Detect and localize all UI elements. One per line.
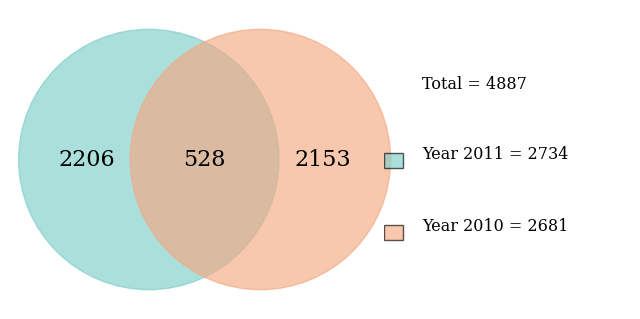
Text: 528: 528 — [183, 149, 226, 170]
Text: Year 2011 = 2734: Year 2011 = 2734 — [422, 146, 569, 163]
FancyBboxPatch shape — [384, 225, 403, 240]
Circle shape — [130, 29, 390, 290]
FancyBboxPatch shape — [384, 153, 403, 167]
Text: 2206: 2206 — [58, 149, 115, 170]
Text: Year 2010 = 2681: Year 2010 = 2681 — [422, 218, 569, 235]
Circle shape — [19, 29, 279, 290]
Text: Total = 4887: Total = 4887 — [422, 76, 527, 93]
Text: 2153: 2153 — [294, 149, 351, 170]
